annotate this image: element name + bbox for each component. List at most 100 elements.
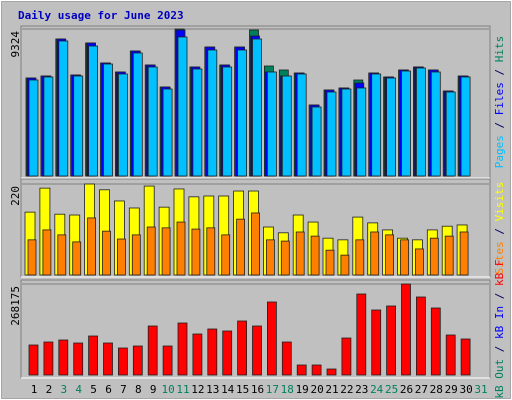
bar xyxy=(430,71,441,177)
bar xyxy=(385,234,395,276)
y-tick-label: 220 xyxy=(9,186,22,206)
bar xyxy=(266,301,277,376)
bar xyxy=(386,77,397,177)
bar xyxy=(43,76,54,177)
bar xyxy=(72,241,82,276)
bar xyxy=(146,226,156,276)
bar xyxy=(117,238,126,276)
bar xyxy=(237,49,248,177)
bar xyxy=(28,79,39,177)
x-tick-label: 24 xyxy=(370,383,384,396)
x-tick-label: 13 xyxy=(206,383,219,396)
legend-entry: Pages xyxy=(493,135,506,168)
x-tick-label: 28 xyxy=(430,383,443,396)
x-tick-label: 29 xyxy=(445,383,458,396)
legend-entry: kB In xyxy=(493,306,506,339)
bar xyxy=(460,76,471,177)
bar xyxy=(221,234,231,276)
bar xyxy=(444,235,454,276)
bar xyxy=(341,337,352,376)
bar xyxy=(73,75,84,177)
bar xyxy=(132,345,143,376)
x-tick-label: 22 xyxy=(340,383,353,396)
bar xyxy=(73,342,84,376)
y-tick-label: 268175 xyxy=(9,286,22,326)
x-tick-label: 20 xyxy=(310,383,323,396)
bar xyxy=(28,344,39,376)
bar xyxy=(266,71,277,177)
legend-separator: / xyxy=(493,221,506,241)
bar xyxy=(401,70,411,177)
x-tick-label: 18 xyxy=(281,383,294,396)
x-tick-label: 17 xyxy=(266,383,279,396)
bar xyxy=(222,66,233,177)
bar xyxy=(87,217,96,276)
bar xyxy=(400,239,409,276)
bar xyxy=(415,296,426,376)
legend-entry: Files xyxy=(493,82,506,115)
bar xyxy=(460,338,471,376)
bar xyxy=(296,364,307,376)
bar xyxy=(191,228,201,276)
bar xyxy=(355,239,365,276)
bar xyxy=(295,231,305,276)
bar xyxy=(177,322,188,376)
bar xyxy=(27,239,37,276)
bar xyxy=(252,38,262,177)
bar xyxy=(88,335,98,376)
bar xyxy=(132,52,143,177)
legend: kB Out / kB In / kB F xyxy=(493,259,506,398)
chart-title: Daily usage for June 2023 xyxy=(18,9,184,22)
bar xyxy=(414,248,424,276)
bar xyxy=(326,368,337,376)
legend-entry: Visits xyxy=(493,182,506,222)
bar xyxy=(430,307,441,376)
bar xyxy=(206,227,216,276)
bar xyxy=(281,75,292,177)
x-tick-label: 3 xyxy=(60,383,67,396)
legend-separator: / xyxy=(493,339,506,359)
bar xyxy=(340,254,350,276)
legend: Sites / Visits xyxy=(493,182,506,275)
bar xyxy=(251,212,260,276)
x-tick-label: 31 xyxy=(474,383,487,396)
bar xyxy=(102,230,111,276)
bar xyxy=(236,218,246,276)
bar xyxy=(252,325,262,376)
x-tick-label: 21 xyxy=(325,383,338,396)
bar xyxy=(386,305,397,376)
bar xyxy=(118,347,128,376)
x-tick-label: 7 xyxy=(120,383,127,396)
bar xyxy=(325,249,335,276)
x-tick-label: 30 xyxy=(459,383,472,396)
bar xyxy=(103,63,113,177)
legend-separator: / xyxy=(493,62,506,82)
x-tick-label: 11 xyxy=(176,383,189,396)
bar xyxy=(311,106,322,177)
bar xyxy=(88,45,98,177)
x-tick-label: 5 xyxy=(90,383,97,396)
x-tick-label: 8 xyxy=(135,383,142,396)
x-tick-label: 26 xyxy=(400,383,413,396)
x-tick-label: 25 xyxy=(385,383,398,396)
bar xyxy=(356,87,367,177)
bar xyxy=(311,364,322,376)
legend-entry: kB F xyxy=(493,259,506,286)
bar xyxy=(280,240,290,276)
x-tick-label: 15 xyxy=(236,383,249,396)
bar xyxy=(176,221,186,276)
bar xyxy=(237,320,248,376)
bar xyxy=(57,234,67,276)
bar xyxy=(371,309,382,376)
bar xyxy=(445,334,456,376)
bar xyxy=(192,333,203,376)
bar xyxy=(296,73,307,177)
x-tick-label: 12 xyxy=(191,383,204,396)
bar xyxy=(177,36,188,177)
bar xyxy=(459,231,469,276)
legend-entry: kB Out xyxy=(493,359,506,399)
legend-separator: / xyxy=(493,286,506,306)
bar xyxy=(162,88,173,177)
